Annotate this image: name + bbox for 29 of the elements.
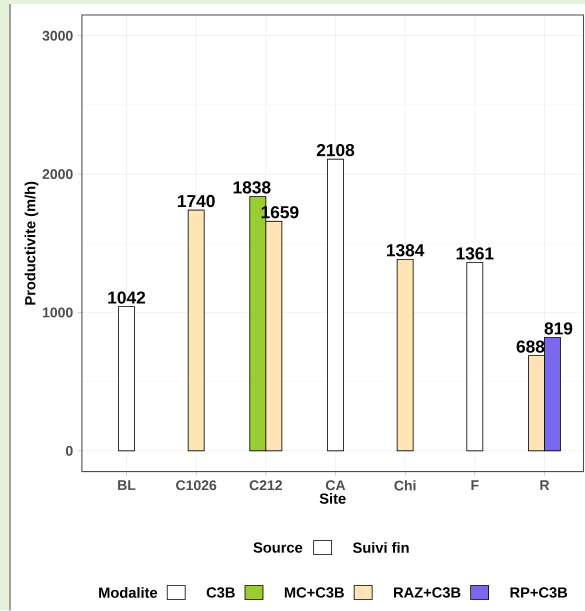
data-label: 1740 [178,194,214,208]
x-tick-label: CA [326,480,345,490]
data-label: 1838 [233,181,270,194]
data-label: 1384 [386,244,424,256]
legend-label: MC+C3B [284,587,344,598]
legend-title: Modalite [98,587,157,598]
y-tick-label: 1000 [42,308,72,318]
x-tick-label: BL [118,480,136,490]
data-label: 1042 [108,291,145,304]
bar [396,258,414,452]
data-label: 2108 [316,144,354,156]
data-label: 819 [544,322,572,335]
bar [188,210,204,452]
y-axis-title: Productivite (m/h) [24,182,38,305]
legend-label: C3B [206,587,234,598]
y-tick-label: 0 [66,446,72,456]
text: Source [253,542,302,553]
x-tick-label: C1026 [176,480,216,490]
legend-label: RAZ+C3B [394,587,460,598]
x-axis-title: Site [319,493,346,504]
x-tick-label: F [471,480,478,490]
x-tick-label: Chi [394,480,416,491]
legend-label: RP+C3B [510,587,567,598]
y-tick-label: 2000 [42,169,72,180]
text: Suivi fin [352,542,408,553]
y-tick-label: 3000 [42,30,72,41]
data-label: 1361 [456,247,494,260]
x-tick-label: C212 [249,480,282,490]
x-tick-label: R [540,480,549,490]
